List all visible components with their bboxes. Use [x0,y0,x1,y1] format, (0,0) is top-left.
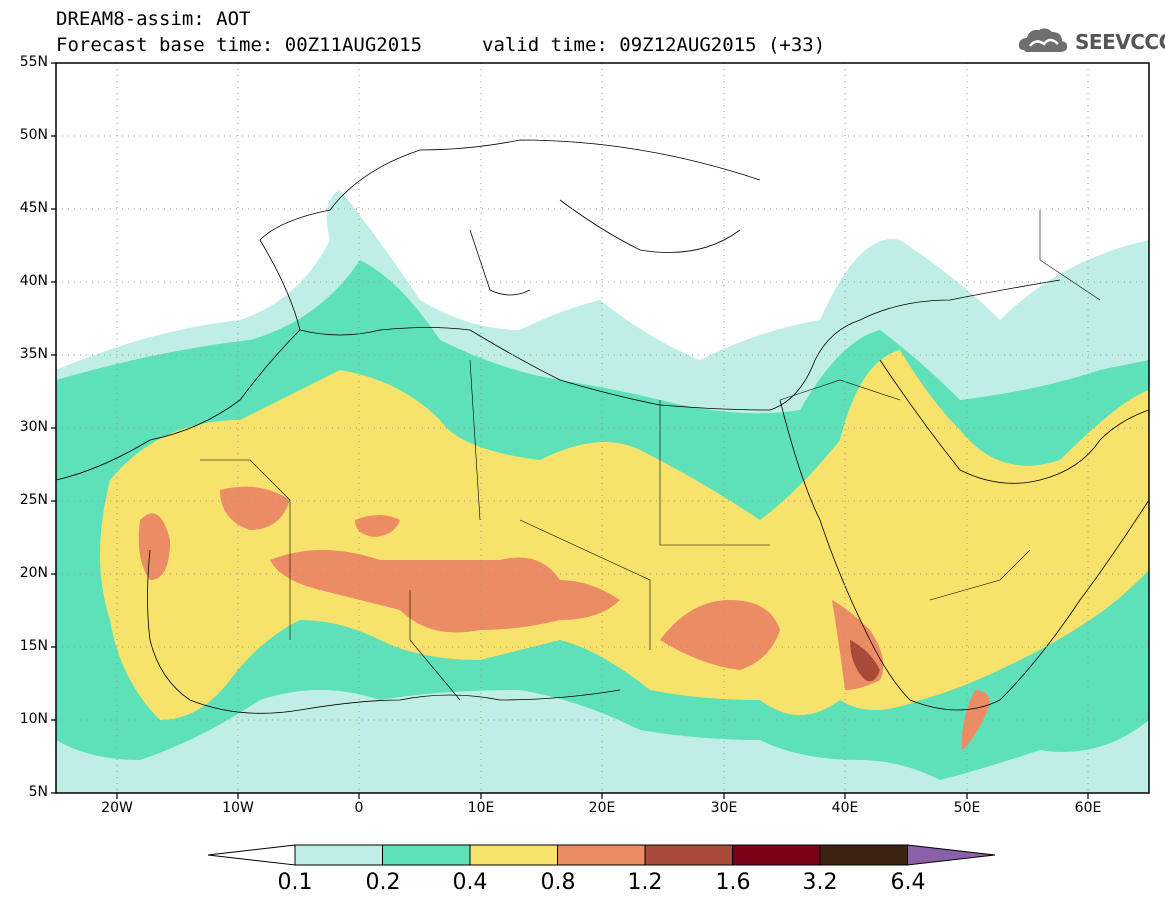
lon-label: 30E [710,800,738,816]
lon-label: 40E [831,800,859,816]
lat-label: 55N [19,54,48,70]
axis-ticks [51,62,1089,799]
colorbar-label: 0.4 [452,870,488,895]
coastlines [56,139,1149,714]
lon-label: 20W [101,800,133,816]
logo-text: SEEVCCC [1075,30,1165,54]
aot-core-8 [961,690,990,750]
lon-label: 50E [953,800,981,816]
lat-label: 45N [19,200,48,216]
aot-core-4 [138,513,170,580]
colorbar-label: 3.2 [802,870,838,895]
aot-band-04 [100,350,1149,720]
country-borders [200,210,1101,701]
lon-label: 60E [1074,800,1102,816]
lon-label: 10W [222,800,254,816]
colorbar-label: 0.8 [540,870,576,895]
lat-label: 10N [19,711,48,727]
lon-label: 10E [467,800,495,816]
colorbar-label: 6.4 [890,870,926,895]
valid-time: valid time: 09Z12AUG2015 (+33) [482,34,826,56]
colorbar-label: 0.2 [365,870,401,895]
lat-label: 20N [19,565,48,581]
lat-label: 35N [19,346,48,362]
lon-label: 20E [588,800,616,816]
aot-core-7 [850,640,880,682]
lat-label: 40N [19,273,48,289]
aot-core-5 [355,515,400,537]
map-title: DREAM8-assim: AOT [56,8,251,30]
lon-label: 0 [354,800,364,816]
lat-label: 15N [19,638,48,654]
graticule [56,63,1149,793]
lat-label: 25N [19,492,48,508]
aot-core-2 [660,600,780,670]
lat-label: 5N [28,784,48,800]
colorbar-label: 0.1 [277,870,313,895]
cloud-logo-icon [1018,28,1068,52]
colorbar-label: 1.6 [715,870,751,895]
colorbar-label: 1.2 [627,870,663,895]
lat-label: 30N [19,419,48,435]
lat-label: 50N [19,127,48,143]
forecast-base-time: Forecast base time: 00Z11AUG2015 [56,34,423,56]
aot-core-1 [270,550,620,633]
